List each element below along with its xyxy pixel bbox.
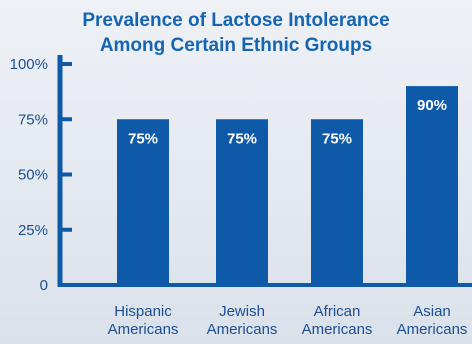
y-tick-label: 75%: [18, 111, 48, 128]
bar: [117, 119, 169, 285]
y-tick-label: 0: [40, 277, 48, 294]
x-category-label: Americans: [397, 321, 468, 338]
y-tick-label: 50%: [18, 167, 48, 184]
bar-value-label: 90%: [417, 97, 447, 114]
chart-title-line-2: Among Certain Ethnic Groups: [99, 35, 373, 56]
bar-value-label: 75%: [227, 130, 257, 147]
bar: [311, 119, 363, 285]
x-category-label: Hispanic: [114, 303, 172, 320]
x-category-label: Asian: [413, 303, 451, 320]
x-category-label: African: [314, 303, 361, 320]
x-category-label: Americans: [207, 321, 278, 338]
bar: [406, 86, 458, 285]
chart-title-line-1: Prevalence of Lactose Intolerance: [82, 10, 390, 31]
x-category-label: Americans: [108, 321, 179, 338]
bar-value-label: 75%: [128, 130, 158, 147]
x-category-label: Jewish: [219, 303, 265, 320]
chart-title: Prevalence of Lactose Intolerance Among …: [0, 8, 472, 58]
bar: [216, 119, 268, 285]
y-tick-label: 100%: [10, 56, 48, 73]
x-category-label: Americans: [302, 321, 373, 338]
y-tick-label: 25%: [18, 222, 48, 239]
bar-value-label: 75%: [322, 130, 352, 147]
